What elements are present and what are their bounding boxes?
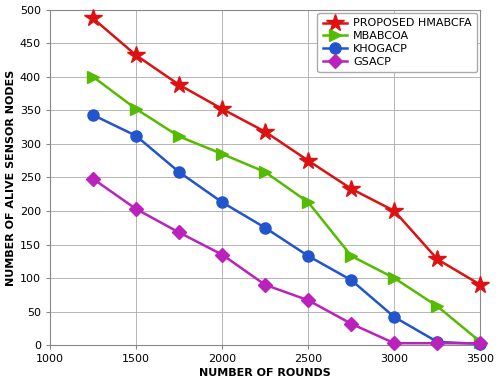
- KHOGACP: [434, 339, 440, 344]
- KHOGACP: [133, 134, 139, 138]
- MBABCOA: [176, 134, 182, 139]
- GSACP: [90, 176, 96, 181]
- KHOGACP: [176, 170, 182, 174]
- GSACP: [305, 298, 311, 303]
- Legend: PROPOSED HMABCFA, MBABCOA, KHOGACP, GSACP: PROPOSED HMABCFA, MBABCOA, KHOGACP, GSAC…: [318, 13, 477, 72]
- KHOGACP: [478, 342, 484, 346]
- X-axis label: NUMBER OF ROUNDS: NUMBER OF ROUNDS: [200, 368, 331, 379]
- MBABCOA: [305, 200, 311, 205]
- PROPOSED HMABCFA: [348, 187, 354, 191]
- PROPOSED HMABCFA: [305, 158, 311, 163]
- GSACP: [133, 207, 139, 211]
- GSACP: [434, 341, 440, 346]
- MBABCOA: [478, 339, 484, 344]
- Line: KHOGACP: KHOGACP: [88, 109, 486, 349]
- MBABCOA: [219, 152, 225, 156]
- GSACP: [392, 341, 398, 346]
- KHOGACP: [219, 200, 225, 205]
- KHOGACP: [262, 225, 268, 230]
- PROPOSED HMABCFA: [219, 107, 225, 111]
- Line: MBABCOA: MBABCOA: [86, 70, 486, 348]
- GSACP: [176, 230, 182, 235]
- PROPOSED HMABCFA: [434, 257, 440, 262]
- MBABCOA: [262, 170, 268, 174]
- Y-axis label: NUMBER OF ALIVE SENSOR NODES: NUMBER OF ALIVE SENSOR NODES: [6, 69, 16, 286]
- GSACP: [262, 283, 268, 287]
- MBABCOA: [133, 107, 139, 111]
- GSACP: [478, 341, 484, 346]
- MBABCOA: [90, 74, 96, 79]
- PROPOSED HMABCFA: [262, 129, 268, 134]
- PROPOSED HMABCFA: [90, 16, 96, 21]
- Line: PROPOSED HMABCFA: PROPOSED HMABCFA: [84, 9, 490, 294]
- KHOGACP: [392, 315, 398, 319]
- KHOGACP: [348, 278, 354, 282]
- PROPOSED HMABCFA: [478, 283, 484, 287]
- PROPOSED HMABCFA: [176, 83, 182, 87]
- PROPOSED HMABCFA: [133, 53, 139, 58]
- MBABCOA: [392, 276, 398, 280]
- GSACP: [348, 321, 354, 326]
- KHOGACP: [90, 113, 96, 117]
- PROPOSED HMABCFA: [392, 209, 398, 213]
- MBABCOA: [348, 254, 354, 258]
- MBABCOA: [434, 304, 440, 309]
- KHOGACP: [305, 254, 311, 258]
- Line: GSACP: GSACP: [88, 174, 485, 348]
- GSACP: [219, 252, 225, 257]
